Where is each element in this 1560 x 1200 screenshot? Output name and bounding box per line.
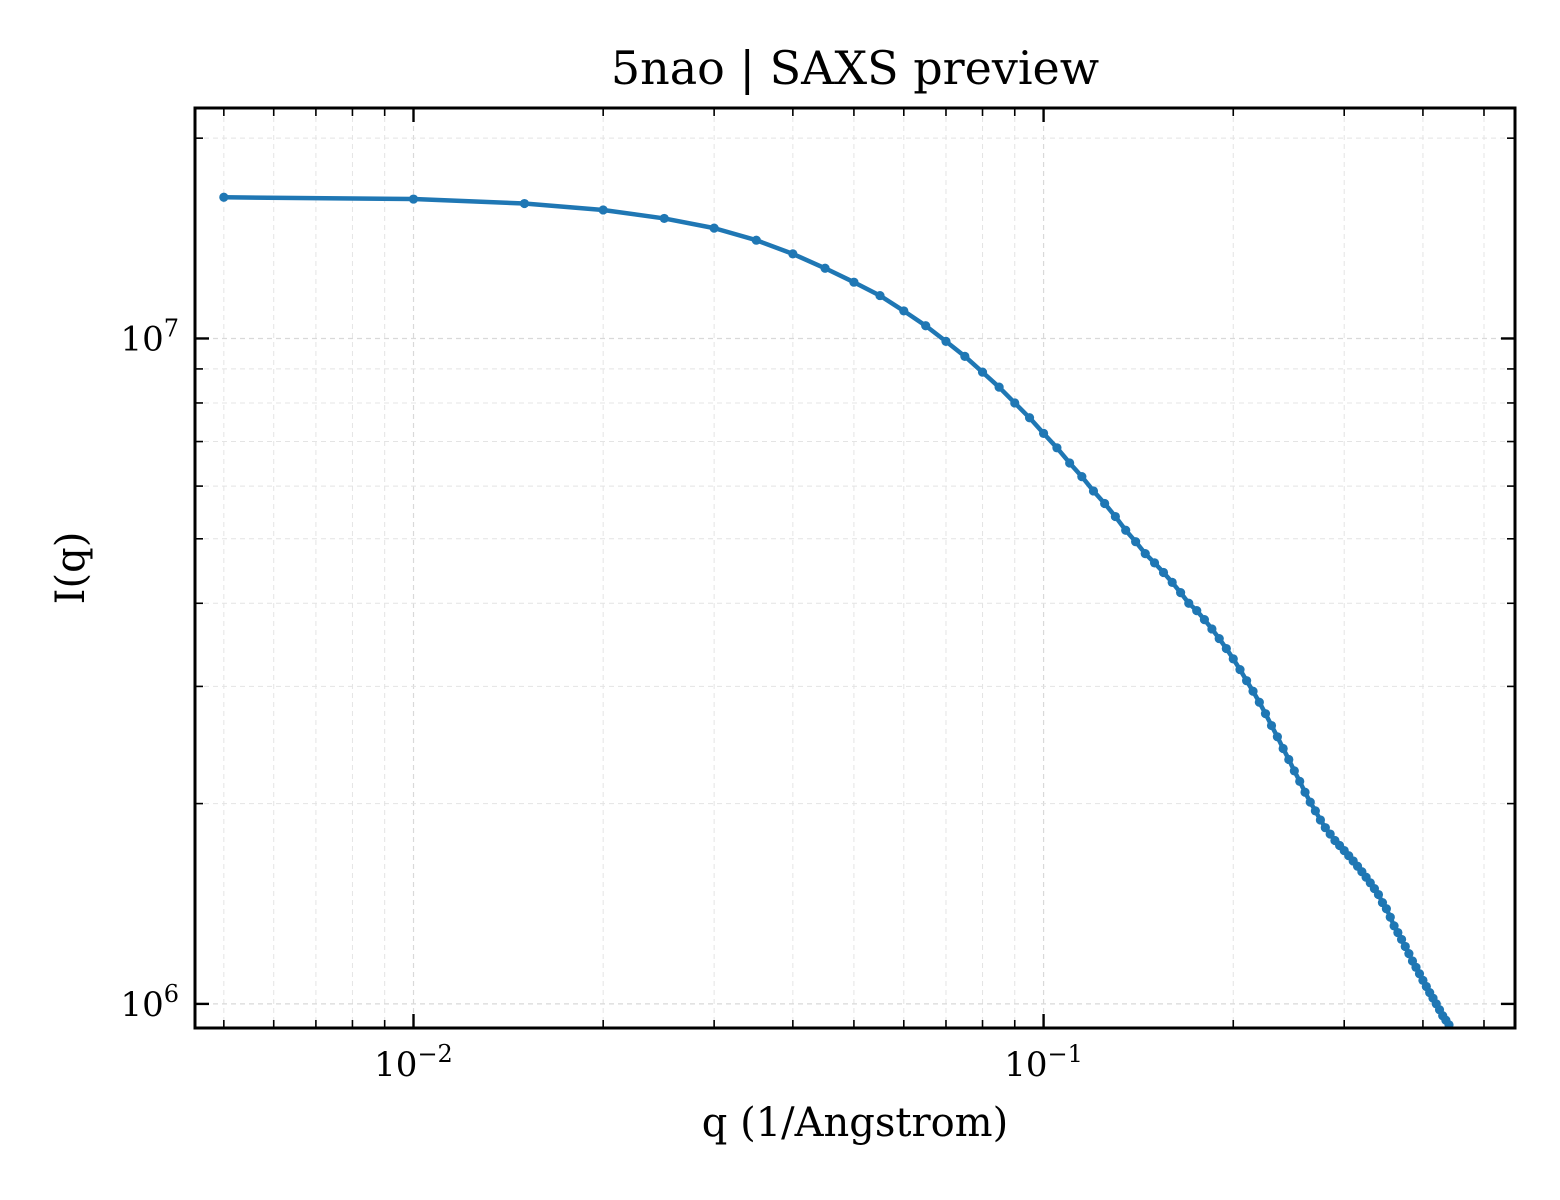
data-point xyxy=(1214,633,1224,644)
series-group xyxy=(219,192,1454,1030)
data-point xyxy=(849,277,859,287)
data-point xyxy=(1260,709,1271,719)
data-point xyxy=(1158,567,1169,578)
grid xyxy=(195,108,1515,1028)
data-point xyxy=(1077,472,1087,482)
data-point xyxy=(1010,398,1020,408)
data-point xyxy=(1396,934,1407,945)
data-point xyxy=(1140,549,1150,559)
chart-title: 5nao | SAXS preview xyxy=(611,41,1099,95)
plot-frame xyxy=(193,106,1517,1030)
data-point xyxy=(1024,413,1035,423)
data-point xyxy=(659,213,669,224)
data-point xyxy=(1167,577,1177,587)
data-point xyxy=(1242,676,1252,686)
data-point xyxy=(1278,743,1288,754)
data-point xyxy=(1131,537,1141,547)
data-point xyxy=(1315,815,1325,825)
data-point xyxy=(1404,949,1414,959)
data-point xyxy=(408,194,419,204)
data-point xyxy=(1373,889,1384,900)
y-tick-label: 107 xyxy=(120,314,179,359)
data-point xyxy=(1300,787,1310,797)
data-point xyxy=(1121,525,1131,535)
data-point xyxy=(1065,458,1075,468)
data-point xyxy=(1052,443,1062,453)
data-point xyxy=(1381,904,1391,914)
x-tick-label: 10−2 xyxy=(374,1040,453,1085)
data-point xyxy=(598,205,608,215)
data-point xyxy=(1254,697,1264,707)
data-point xyxy=(1207,624,1217,634)
data-point xyxy=(1038,428,1049,439)
data-point xyxy=(1192,605,1202,616)
data-point xyxy=(1295,776,1305,786)
data-point xyxy=(751,235,761,245)
data-point xyxy=(1176,588,1186,598)
data-point xyxy=(1235,664,1245,675)
x-axis-label: q (1/Angstrom) xyxy=(702,1100,1008,1146)
data-point xyxy=(1385,912,1395,922)
data-point xyxy=(820,263,830,273)
data-point xyxy=(875,290,885,301)
data-point xyxy=(1228,654,1238,664)
data-point xyxy=(1184,598,1194,608)
data-point xyxy=(994,382,1004,392)
data-point xyxy=(1088,486,1099,496)
data-point xyxy=(899,306,909,316)
data-point xyxy=(1400,941,1410,952)
data-point xyxy=(1272,732,1282,742)
data-point xyxy=(788,249,798,259)
data-point xyxy=(1289,766,1299,776)
y-axis-label: I(q) xyxy=(48,532,94,605)
data-point xyxy=(1248,686,1258,696)
data-point xyxy=(921,321,931,331)
data-point xyxy=(1221,643,1231,654)
data-point xyxy=(977,367,988,377)
data-point xyxy=(1266,720,1277,731)
data-point xyxy=(1284,754,1294,765)
data-point xyxy=(1305,797,1315,807)
data-point xyxy=(1310,806,1320,816)
data-point xyxy=(219,192,229,202)
data-point xyxy=(960,351,970,361)
y-tick-label: 106 xyxy=(120,980,179,1025)
data-point xyxy=(1393,927,1403,938)
x-tick-label: 10−1 xyxy=(1004,1040,1083,1085)
data-point xyxy=(1325,829,1335,839)
data-point xyxy=(1320,823,1330,833)
data-point xyxy=(1149,558,1160,568)
data-point xyxy=(1199,615,1210,625)
data-point xyxy=(1100,498,1110,509)
data-point xyxy=(1110,511,1120,522)
data-point xyxy=(709,223,719,233)
data-point xyxy=(1389,921,1399,931)
data-point xyxy=(519,198,530,209)
data-point xyxy=(941,336,951,346)
